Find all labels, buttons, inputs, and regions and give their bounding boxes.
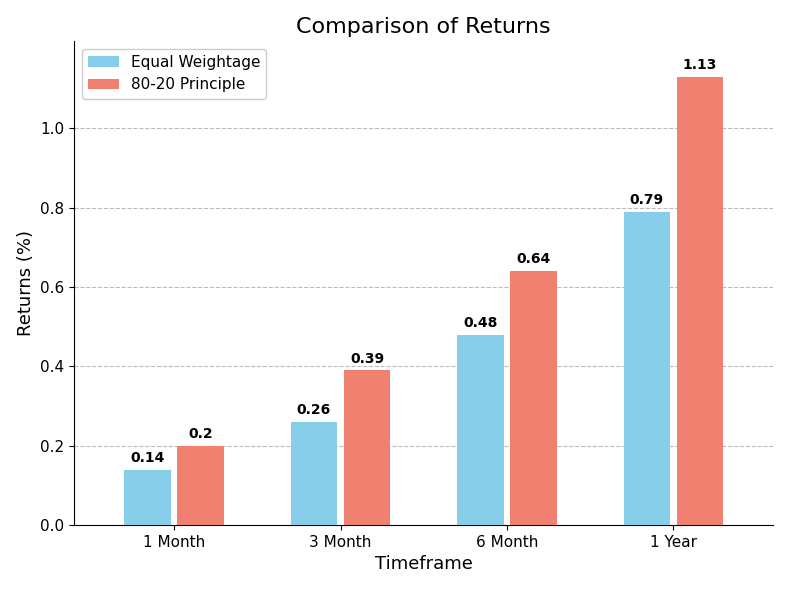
Text: 0.2: 0.2 [188,427,213,441]
Text: 0.39: 0.39 [350,352,384,366]
Text: 0.26: 0.26 [297,403,331,417]
Text: 0.79: 0.79 [630,193,664,207]
Text: 0.14: 0.14 [130,451,164,465]
Bar [510,271,557,525]
Bar [623,212,670,525]
Y-axis label: Returns (%): Returns (%) [17,230,35,336]
Bar [291,422,337,525]
Bar [124,470,171,525]
Bar [677,77,724,525]
Text: 0.64: 0.64 [517,253,551,266]
Bar [344,371,390,525]
Text: 1.13: 1.13 [683,58,717,72]
Bar [457,335,504,525]
X-axis label: Timeframe: Timeframe [374,555,472,573]
Legend: Equal Weightage, 80-20 Principle: Equal Weightage, 80-20 Principle [82,48,266,99]
Text: 0.48: 0.48 [463,316,498,330]
Title: Comparison of Returns: Comparison of Returns [296,17,551,37]
Bar [178,445,224,525]
